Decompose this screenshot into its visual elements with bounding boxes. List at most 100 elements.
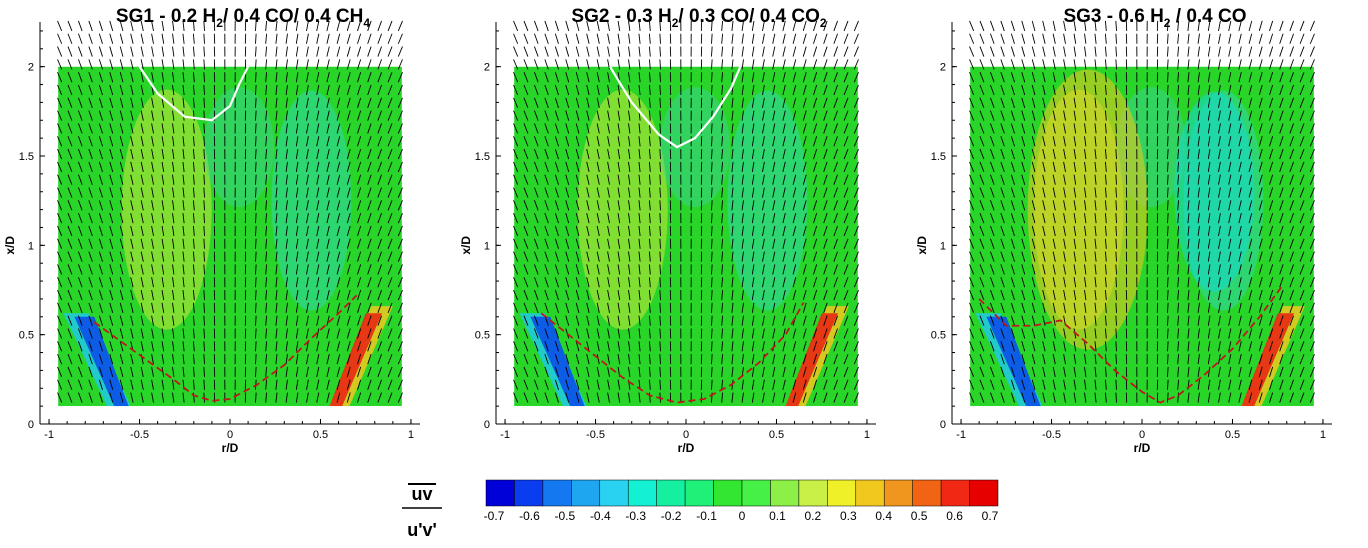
colorbar-tick-label: 0.3 xyxy=(840,509,857,523)
velocity-vector xyxy=(151,110,154,121)
velocity-vector xyxy=(367,84,372,96)
velocity-vector xyxy=(741,174,744,185)
velocity-vector xyxy=(969,353,975,365)
colorbar-swatch xyxy=(912,479,942,507)
velocity-vector xyxy=(357,200,362,211)
velocity-vector xyxy=(979,110,985,121)
velocity-vector xyxy=(1218,277,1221,288)
velocity-vector xyxy=(554,251,559,262)
velocity-vector xyxy=(990,264,995,275)
velocity-vector xyxy=(969,187,975,198)
velocity-vector xyxy=(751,200,755,211)
y-tick-label: 1 xyxy=(28,240,34,252)
velocity-vector xyxy=(285,33,288,44)
velocity-vector xyxy=(1269,238,1274,249)
velocity-vector xyxy=(1309,328,1315,339)
velocity-vector xyxy=(98,110,103,121)
velocity-vector xyxy=(711,84,713,96)
velocity-vector xyxy=(1000,33,1005,44)
velocity-vector xyxy=(554,187,559,198)
velocity-vector xyxy=(182,213,185,224)
velocity-vector xyxy=(648,97,651,108)
velocity-vector xyxy=(119,277,124,288)
velocity-vector xyxy=(1187,238,1190,249)
velocity-vector xyxy=(1207,59,1211,70)
velocity-vector xyxy=(1207,379,1211,390)
velocity-vector xyxy=(782,289,786,301)
velocity-vector xyxy=(544,341,549,352)
velocity-vector xyxy=(813,200,818,211)
velocity-vector xyxy=(523,277,529,288)
velocity-vector xyxy=(513,341,519,352)
velocity-vector xyxy=(377,315,382,326)
velocity-vector xyxy=(182,200,185,211)
velocity-vector xyxy=(638,366,641,377)
velocity-vector xyxy=(1167,251,1169,262)
velocity-vector xyxy=(969,200,975,211)
velocity-vector xyxy=(721,366,724,377)
velocity-vector xyxy=(1031,33,1036,44)
velocity-vector xyxy=(140,302,144,313)
velocity-vector xyxy=(1299,379,1305,390)
velocity-vector xyxy=(782,174,786,185)
velocity-vector xyxy=(575,392,580,403)
velocity-vector xyxy=(1115,123,1117,134)
velocity-vector xyxy=(1021,110,1026,121)
velocity-vector xyxy=(203,264,205,275)
velocity-vector xyxy=(151,33,154,44)
velocity-vector xyxy=(285,200,288,211)
velocity-vector xyxy=(255,290,257,301)
velocity-vector xyxy=(1063,366,1066,378)
velocity-vector xyxy=(306,97,309,108)
velocity-vector xyxy=(1052,110,1056,121)
velocity-vector xyxy=(367,251,372,262)
velocity-vector xyxy=(1309,379,1315,390)
velocity-vector xyxy=(1021,353,1026,365)
velocity-vector xyxy=(1207,225,1211,237)
velocity-vector xyxy=(140,46,144,57)
velocity-vector xyxy=(1000,353,1005,365)
velocity-vector xyxy=(67,341,73,352)
velocity-vector xyxy=(741,225,744,237)
velocity-vector xyxy=(711,328,713,339)
velocity-vector xyxy=(1238,277,1242,288)
velocity-vector xyxy=(544,289,549,301)
velocity-vector xyxy=(151,148,154,160)
velocity-vector xyxy=(638,174,641,185)
velocity-vector xyxy=(1052,200,1056,211)
velocity-vector xyxy=(1238,123,1242,134)
velocity-vector xyxy=(151,59,154,70)
velocity-vector xyxy=(1010,72,1015,83)
velocity-vector xyxy=(607,59,610,70)
velocity-vector xyxy=(762,59,765,70)
velocity-vector xyxy=(295,187,299,198)
velocity-vector xyxy=(534,353,539,365)
velocity-vector xyxy=(1258,148,1263,160)
velocity-vector xyxy=(1269,46,1274,57)
contour-field xyxy=(970,66,1314,407)
velocity-vector xyxy=(1010,33,1015,44)
velocity-vector xyxy=(792,187,797,198)
velocity-vector xyxy=(534,251,539,262)
velocity-vector xyxy=(255,328,257,339)
velocity-vector xyxy=(182,251,185,262)
velocity-vector xyxy=(1258,353,1263,365)
velocity-vector xyxy=(1197,341,1200,352)
velocity-vector xyxy=(336,315,341,326)
velocity-vector xyxy=(1031,289,1036,301)
velocity-vector xyxy=(326,379,330,390)
velocity-vector xyxy=(367,213,372,224)
velocity-vector xyxy=(979,212,985,224)
velocity-vector xyxy=(751,264,755,275)
velocity-vector xyxy=(1021,289,1026,301)
x-tick-label: 1 xyxy=(864,429,870,441)
velocity-vector xyxy=(596,251,600,262)
velocity-vector xyxy=(969,148,975,160)
velocity-vector xyxy=(57,315,63,326)
velocity-vector xyxy=(1063,97,1066,108)
velocity-vector xyxy=(367,200,372,211)
velocity-vector xyxy=(1031,97,1036,108)
velocity-vector xyxy=(586,251,590,262)
velocity-vector xyxy=(1167,33,1169,44)
velocity-vector xyxy=(544,302,549,314)
